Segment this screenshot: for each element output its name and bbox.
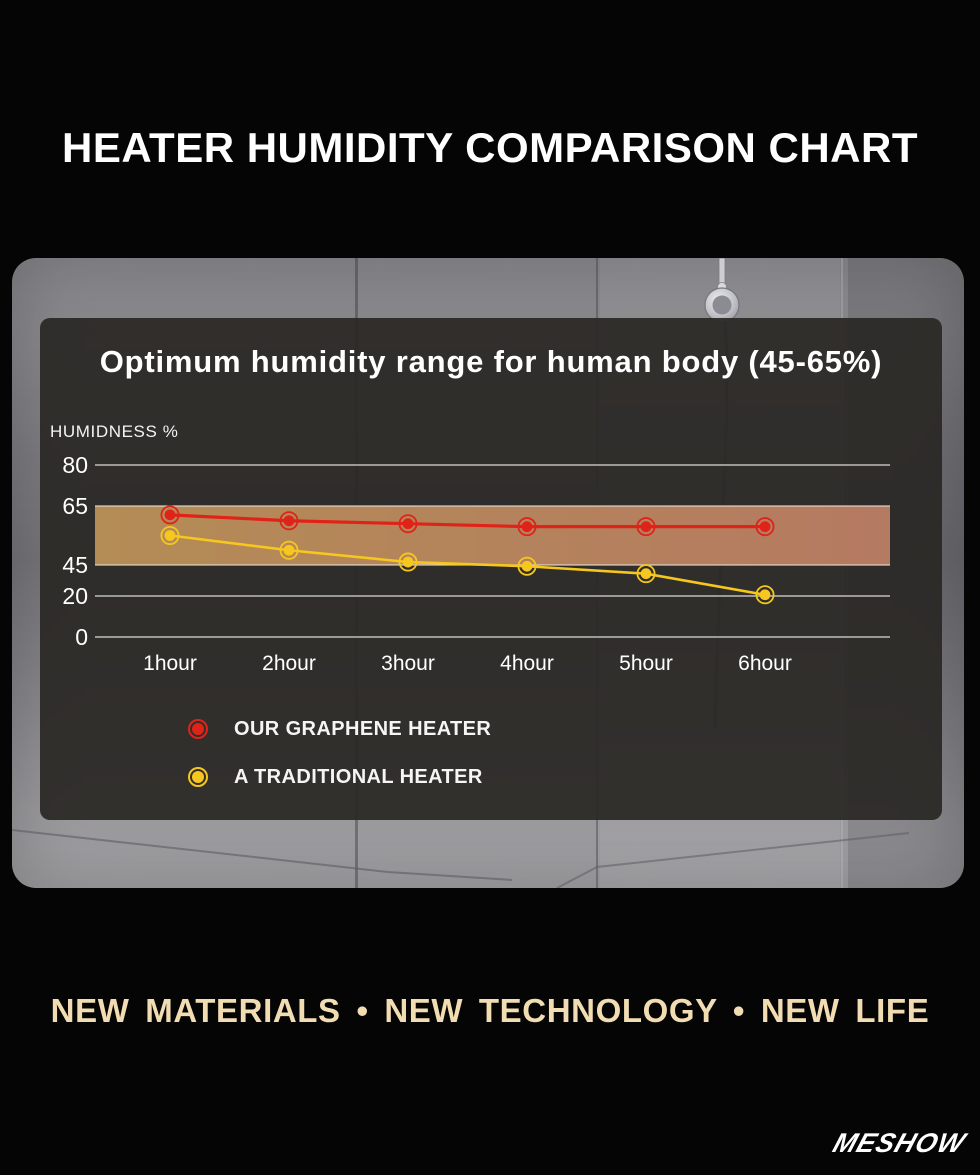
y-tick-label: 80 — [62, 452, 88, 478]
marker-dot — [759, 521, 771, 533]
marker-dot — [164, 530, 176, 541]
marker-ring — [636, 517, 656, 537]
marker-dot — [640, 521, 652, 533]
x-tick-label: 2hour — [262, 652, 316, 675]
marker-dot — [402, 556, 414, 568]
legend-label: A TRADITIONAL HEATER — [234, 765, 483, 788]
marker-dot — [521, 521, 533, 533]
y-tick-label: 65 — [62, 493, 88, 519]
optimum-band — [95, 506, 890, 565]
marker-dot — [164, 509, 176, 521]
chart-panel: Optimum humidity range for human body (4… — [40, 318, 942, 820]
y-tick-label: 0 — [75, 624, 88, 650]
red-dot-icon — [187, 718, 209, 740]
y-tick-label: 20 — [62, 583, 88, 609]
x-tick-label: 1hour — [143, 652, 197, 675]
marker-ring — [160, 505, 180, 525]
marker-ring — [398, 552, 418, 572]
marker-dot — [402, 518, 414, 530]
y-tick-label: 45 — [62, 552, 88, 578]
marker-ring — [160, 525, 180, 545]
x-tick-label: 4hour — [500, 652, 554, 675]
marker-ring — [517, 556, 537, 576]
marker-ring — [398, 514, 418, 534]
marker-dot — [759, 589, 771, 601]
marker-dot — [521, 560, 533, 572]
humidity-line-chart: 80 65 45 20 0 1hour 2hour 3hour 4hour 5hour 6hour — [62, 452, 890, 675]
footer-tagline: NEW MATERIALS • NEW TECHNOLOGY • NEW LIF… — [50, 992, 930, 1029]
x-tick-label: 5hour — [619, 652, 673, 675]
y-axis-label: HUMIDNESS % — [50, 422, 179, 441]
series-line-1 — [168, 534, 767, 597]
marker-ring — [755, 517, 775, 537]
chart-title: Optimum humidity range for human body (4… — [99, 344, 883, 379]
series-line-0 — [168, 513, 767, 529]
x-tick-label: 3hour — [381, 652, 435, 675]
yellow-dot-icon — [187, 766, 209, 788]
marker-ring — [279, 540, 299, 560]
marker-dot — [283, 515, 295, 527]
chart-legend: OUR GRAPHENE HEATER A TRADITIONAL HEATER — [187, 716, 492, 812]
x-tick-label: 6hour — [738, 652, 792, 675]
marker-dot — [640, 568, 652, 580]
marker-dot — [283, 544, 295, 556]
legend-item-graphene-heater: OUR GRAPHENE HEATER — [187, 716, 492, 742]
brand-logo: MESHOW — [828, 1128, 970, 1158]
tub-edge-lines — [12, 829, 910, 888]
marker-ring — [279, 511, 299, 531]
legend-item-traditional-heater: A TRADITIONAL HEATER — [187, 764, 491, 790]
marker-ring — [517, 517, 537, 537]
marker-ring — [636, 564, 656, 584]
page-title: HEATER HUMIDITY COMPARISON CHART — [62, 124, 918, 171]
legend-label: OUR GRAPHENE HEATER — [234, 717, 492, 740]
marker-ring — [755, 585, 775, 605]
